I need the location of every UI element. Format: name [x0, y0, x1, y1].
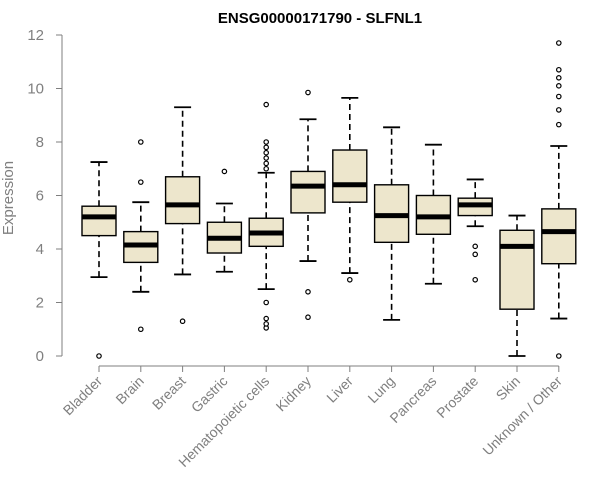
outlier-point — [263, 299, 270, 306]
outlier-point — [472, 243, 479, 250]
box-group — [457, 178, 493, 283]
outlier-point — [263, 165, 270, 172]
x-tick-label: Kidney — [273, 373, 315, 415]
y-tick-label: 8 — [36, 134, 44, 151]
x-tick-label: Bladder — [60, 373, 106, 419]
iqr-box — [499, 229, 535, 310]
outlier-point — [346, 276, 353, 283]
x-tick-label: Prostate — [433, 373, 481, 421]
outlier-point — [555, 107, 562, 113]
box-group — [290, 89, 326, 321]
outlier-point — [179, 318, 186, 325]
outlier-point — [555, 40, 562, 46]
box-group — [415, 143, 452, 285]
outlier-point — [138, 326, 144, 333]
outlier-point — [138, 139, 144, 145]
outlier-point — [305, 314, 311, 321]
outlier-point — [263, 101, 270, 108]
box-group — [164, 106, 201, 325]
x-tick-label: Brain — [112, 373, 146, 407]
box-group — [499, 214, 535, 357]
outlier-point — [305, 89, 311, 96]
box-group — [206, 168, 243, 273]
chart-title: ENSG00000171790 - SLFNL1 — [218, 10, 422, 27]
boxes — [81, 40, 577, 359]
box-group — [332, 96, 368, 283]
outlier-point — [263, 139, 270, 145]
outlier-point — [263, 315, 270, 322]
box-group — [81, 161, 117, 359]
y-tick-label: 6 — [36, 188, 44, 205]
outlier-point — [555, 66, 562, 73]
outlier-point — [96, 353, 102, 359]
outlier-point — [555, 353, 562, 359]
y-tick-label: 0 — [36, 348, 44, 365]
outlier-point — [221, 168, 228, 175]
x-tick-label: Skin — [493, 373, 524, 404]
iqr-box — [81, 205, 117, 237]
y-tick-label: 12 — [27, 27, 44, 44]
iqr-box — [541, 208, 577, 265]
x-tick-label: Liver — [323, 373, 356, 406]
outlier-point — [305, 288, 311, 295]
outlier-point — [138, 179, 144, 185]
y-tick-label: 2 — [36, 295, 44, 312]
outlier-point — [263, 144, 270, 151]
y-axis-label: Expression — [0, 161, 17, 235]
outlier-point — [263, 160, 270, 167]
outlier-point — [555, 83, 562, 89]
box-group — [541, 40, 577, 359]
y-tick-label: 4 — [36, 241, 44, 258]
box-group — [248, 101, 284, 331]
box-group — [373, 126, 410, 321]
outlier-point — [472, 276, 479, 283]
x-tick-label: Unknown / Other — [479, 373, 565, 459]
box-group — [123, 139, 159, 333]
iqr-box — [290, 170, 326, 214]
y-tick-label: 10 — [27, 81, 44, 98]
outlier-point — [555, 75, 562, 81]
outlier-point — [555, 121, 562, 128]
outlier-point — [555, 93, 562, 100]
x-tick-label: Breast — [149, 373, 189, 413]
outlier-point — [263, 149, 270, 156]
iqr-box — [332, 149, 368, 203]
outlier-point — [472, 251, 479, 258]
outlier-point — [263, 321, 270, 327]
iqr-box — [164, 176, 201, 225]
x-tick-label: Lung — [364, 373, 397, 406]
outlier-point — [263, 155, 270, 161]
